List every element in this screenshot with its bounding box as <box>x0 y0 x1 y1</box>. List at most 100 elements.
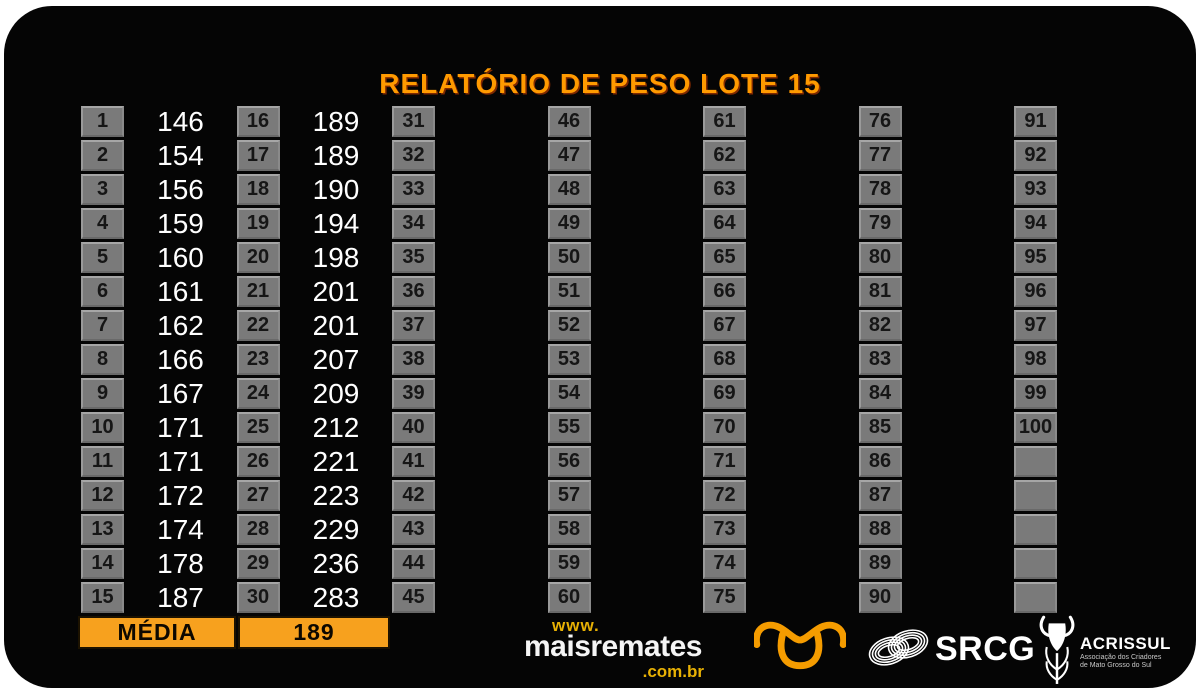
slot-cell: 10 <box>81 412 124 443</box>
table-row: 85 <box>858 412 1015 446</box>
column-group: 31 32 33 34 35 36 37 38 39 40 41 42 43 44 45 <box>392 106 548 616</box>
table-row: 93 <box>1014 174 1170 208</box>
weight-value <box>435 446 548 477</box>
slot-cell: 52 <box>547 310 591 341</box>
table-row: 40 <box>392 412 548 446</box>
weight-value <box>1057 242 1170 273</box>
weight-value <box>1057 208 1170 239</box>
weight-value: 171 <box>157 411 204 443</box>
table-row: 74 <box>703 548 859 582</box>
table-row: 66 <box>703 276 859 310</box>
weight-value <box>746 582 859 613</box>
slot-cell: 36 <box>392 276 435 307</box>
table-row: 63 <box>703 174 859 208</box>
table-row: 11 171 <box>81 446 237 480</box>
weight-value <box>902 344 1015 375</box>
table-row: 47 <box>547 140 704 174</box>
slot-cell: 5 <box>81 242 124 273</box>
slot-cell: 64 <box>703 208 746 239</box>
slot-cell: 97 <box>1014 310 1057 341</box>
slot-cell: 21 <box>236 276 280 307</box>
slot-cell: 59 <box>547 548 591 579</box>
weight-value <box>435 548 548 579</box>
table-row: 61 <box>703 106 859 140</box>
slot-cell: 19 <box>236 208 280 239</box>
weight-value <box>746 208 859 239</box>
column-group: 16 189 17 189 18 190 19 194 20 198 21 201 22 201 23 207… <box>236 106 393 616</box>
weight-value <box>1057 446 1170 477</box>
table-row: 64 <box>703 208 859 242</box>
weight-value: 207 <box>312 343 360 375</box>
weight-value <box>591 378 704 409</box>
maisremates-www-text: www. <box>552 616 600 635</box>
slot-cell: 47 <box>547 140 591 171</box>
slot-cell: 49 <box>547 208 591 239</box>
table-row <box>1014 548 1170 582</box>
weight-value <box>746 242 859 273</box>
table-row <box>1014 446 1170 480</box>
weight-value: 167 <box>157 377 204 409</box>
slot-cell: 92 <box>1014 140 1057 171</box>
weight-value <box>902 208 1015 239</box>
table-row: 37 <box>392 310 548 344</box>
page-title: RELATÓRIO DE PESO LOTE 15 <box>379 68 821 99</box>
table-row: 48 <box>547 174 704 208</box>
weight-value <box>1057 412 1170 443</box>
weight-value <box>902 514 1015 545</box>
weight-value: 194 <box>312 207 360 239</box>
table-row: 96 <box>1014 276 1170 310</box>
slot-cell: 86 <box>858 446 902 477</box>
table-row: 34 <box>392 208 548 242</box>
weight-value: 171 <box>157 445 204 477</box>
maisremates-domain-text: .com.br <box>642 662 704 681</box>
weight-value <box>591 310 704 341</box>
slot-cell: 88 <box>858 514 902 545</box>
table-row: 19 194 <box>236 207 393 242</box>
slot-cell: 51 <box>547 276 591 307</box>
table-row: 22 201 <box>236 309 393 344</box>
table-row: 21 201 <box>236 276 393 310</box>
weight-value: 212 <box>312 411 360 443</box>
slot-cell: 34 <box>392 208 435 239</box>
table-row: 44 <box>392 548 548 582</box>
slot-cell: 62 <box>703 140 746 171</box>
table-row: 25 212 <box>236 411 393 446</box>
slot-cell: 22 <box>236 310 280 341</box>
table-row: 4 159 <box>81 208 237 242</box>
table-row: 94 <box>1014 208 1170 242</box>
slot-cell: 42 <box>392 480 435 511</box>
table-row: 36 <box>392 276 548 310</box>
slot-cell-blank <box>1014 446 1057 477</box>
table-row: 49 <box>547 208 704 242</box>
weight-value <box>591 106 704 137</box>
slot-cell: 95 <box>1014 242 1057 273</box>
table-row: 20 198 <box>236 242 393 276</box>
slot-cell: 85 <box>858 412 902 443</box>
table-row: 91 <box>1014 106 1170 140</box>
table-row: 98 <box>1014 344 1170 378</box>
table-row: 14 178 <box>81 548 237 582</box>
weight-value <box>591 548 704 579</box>
weight-value <box>902 446 1015 477</box>
weight-value: 236 <box>312 547 360 579</box>
table-row: 10 171 <box>81 412 237 446</box>
table-row: 57 <box>547 480 704 514</box>
media-value: 189 <box>238 616 390 649</box>
weight-value <box>746 106 859 137</box>
weight-value: 201 <box>312 309 360 341</box>
slot-cell: 77 <box>858 140 902 171</box>
weight-value <box>902 548 1015 579</box>
weight-value <box>746 310 859 341</box>
table-row: 23 207 <box>236 343 393 378</box>
table-row: 79 <box>858 208 1015 242</box>
slot-cell: 57 <box>547 480 591 511</box>
weight-value <box>435 310 548 341</box>
slot-cell: 2 <box>81 140 124 171</box>
weight-value <box>902 140 1015 171</box>
slot-cell: 27 <box>236 480 280 511</box>
table-row: 32 <box>392 140 548 174</box>
column-group: 91 92 93 94 95 96 97 98 99 100 <box>1014 106 1170 616</box>
slot-cell: 20 <box>236 242 280 273</box>
column-group: 76 77 78 79 80 81 82 83 84 85 86 87 88 89 90 <box>858 106 1015 616</box>
